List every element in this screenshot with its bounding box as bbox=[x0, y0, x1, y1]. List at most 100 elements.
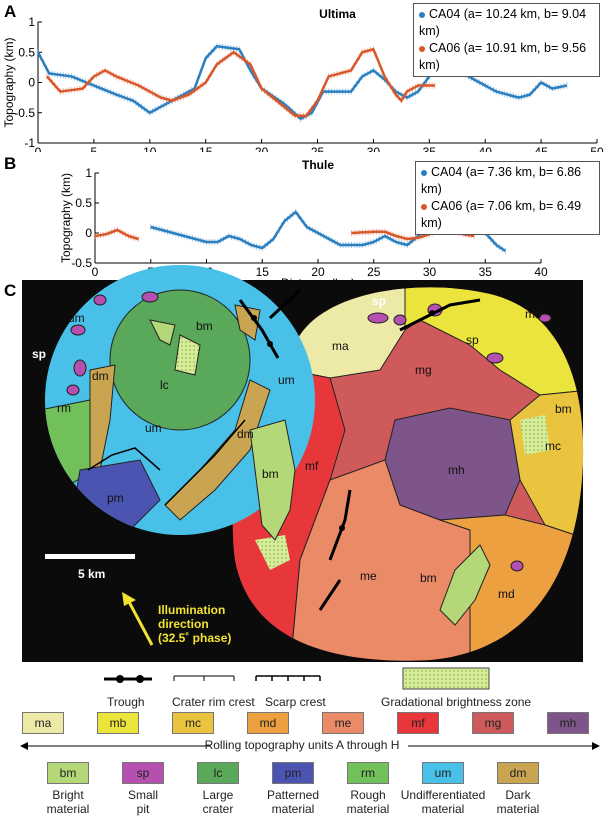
y-tick-label: 0.5 bbox=[18, 45, 35, 59]
swatch-mb: mb bbox=[97, 712, 139, 734]
x-tick-label: 10 bbox=[143, 145, 157, 152]
chart-thule: 051015202530354010.50-0.5ThuleDistance (… bbox=[59, 158, 548, 282]
unit-dm bbox=[164, 379, 271, 521]
map-label: um bbox=[278, 373, 295, 387]
x-tick-label: 30 bbox=[367, 145, 381, 152]
map-label: mb bbox=[525, 307, 542, 321]
illumination-line-1: Illumination bbox=[158, 603, 225, 617]
swatch-ma: ma bbox=[22, 712, 64, 734]
scale-bar bbox=[45, 554, 135, 559]
brightness-zone-symbol-icon bbox=[402, 667, 490, 690]
x-tick-label: 50 bbox=[590, 145, 604, 152]
swatch-mf: mf bbox=[397, 712, 439, 734]
map-label: dm bbox=[92, 369, 109, 383]
swatch-md: md bbox=[247, 712, 289, 734]
scale-label: 5 km bbox=[78, 567, 105, 581]
y-tick-label: 0 bbox=[85, 226, 92, 240]
unit-dm bbox=[234, 304, 261, 341]
swatch-pm: pm bbox=[272, 762, 314, 784]
y-tick-label: 1 bbox=[85, 166, 92, 180]
x-tick-label: 15 bbox=[199, 145, 213, 152]
trough-dots bbox=[251, 310, 435, 531]
legend-thule: CA04 (a= 7.36 km, b= 6.86 km) CA06 (a= 7… bbox=[415, 161, 600, 235]
legend-label: CA04 (a= 7.36 km, b= 6.86 km) bbox=[421, 165, 582, 196]
unit-caption: Undifferentiated bbox=[400, 788, 486, 802]
x-tick-label: 40 bbox=[479, 145, 493, 152]
map-label: me bbox=[360, 569, 377, 583]
swatch-sp: sp bbox=[122, 762, 164, 784]
map-label: dm bbox=[237, 427, 254, 441]
swatch-bm: bm bbox=[47, 762, 89, 784]
swatch-mg: mg bbox=[472, 712, 514, 734]
y-axis-label: Topography (km) bbox=[2, 37, 16, 127]
x-tick-label: 5 bbox=[91, 145, 98, 152]
legend-dot-icon bbox=[419, 11, 425, 18]
x-tick-label: 35 bbox=[479, 265, 493, 279]
x-tick-label: 20 bbox=[311, 265, 325, 279]
legend-crater-rim: Crater rim crest bbox=[172, 695, 255, 709]
illumination-arrow-icon bbox=[126, 599, 154, 646]
unit-caption: material bbox=[46, 802, 90, 816]
y-axis-label: Topography (km) bbox=[59, 173, 73, 263]
swatch-um: um bbox=[422, 762, 464, 784]
arrowhead-icon bbox=[122, 592, 136, 606]
unit-caption: material bbox=[346, 802, 390, 816]
unit-caption: Dark bbox=[505, 788, 531, 802]
scarp-crest-symbol-icon bbox=[255, 675, 321, 681]
series-line bbox=[46, 47, 435, 118]
panel-label-b: B bbox=[4, 154, 17, 173]
x-tick-label: 45 bbox=[534, 145, 548, 152]
map-label: mc bbox=[545, 439, 561, 453]
map-label: bm bbox=[262, 467, 279, 481]
unit-caption: crater bbox=[202, 802, 234, 816]
chart-title: Thule bbox=[302, 158, 334, 172]
swatch-mc: mc bbox=[172, 712, 214, 734]
y-tick-label: -0.5 bbox=[14, 106, 35, 120]
brightness-zone bbox=[174, 334, 201, 376]
series-line bbox=[94, 228, 139, 241]
swatch-mh: mh bbox=[547, 712, 589, 734]
swatch-dm: dm bbox=[497, 762, 539, 784]
legend-entry: CA06 (a= 7.06 km, b= 6.49 km) bbox=[421, 198, 594, 232]
unit-caption: material bbox=[421, 802, 465, 816]
rolling-caption: Rolling topography units A through H bbox=[204, 738, 400, 752]
y-tick-label: -1 bbox=[24, 136, 35, 150]
map-label: mh bbox=[448, 463, 465, 477]
scarp-crest bbox=[87, 447, 161, 471]
x-axis-label: Distance (km) bbox=[281, 276, 355, 282]
unit-caption: Patterned bbox=[266, 788, 320, 802]
map-label: sp bbox=[372, 294, 386, 308]
y-tick-label: 0.5 bbox=[75, 196, 92, 210]
map-label: bm bbox=[196, 319, 213, 333]
legend-label: CA04 (a= 10.24 km, b= 9.04 km) bbox=[419, 7, 587, 38]
map-label: sp bbox=[32, 347, 46, 361]
unit-caption: Large bbox=[202, 788, 234, 802]
unit-caption: material bbox=[271, 802, 315, 816]
x-tick-label: 20 bbox=[255, 145, 269, 152]
unit-caption: material bbox=[496, 802, 540, 816]
legend-entry: CA06 (a= 10.91 km, b= 9.56 km) bbox=[419, 40, 594, 74]
unit-bm bbox=[249, 419, 296, 541]
crater-rim-symbol-icon bbox=[173, 675, 235, 681]
x-tick-label: 30 bbox=[423, 265, 437, 279]
unit-caption: Bright bbox=[52, 788, 84, 802]
panel-label-c: C bbox=[4, 281, 17, 300]
map-labels: um sp bm lc dm rm um pm dm bm um ma mb s… bbox=[32, 294, 572, 601]
x-tick-label: 25 bbox=[367, 265, 381, 279]
swatch-rm: rm bbox=[347, 762, 389, 784]
chart-title: Ultima bbox=[319, 7, 356, 21]
panel-label-a: A bbox=[4, 2, 17, 21]
x-tick-label: 15 bbox=[256, 265, 270, 279]
line-symbols bbox=[104, 667, 490, 690]
unit-caption: Small bbox=[127, 788, 158, 802]
unit-bm bbox=[439, 544, 491, 626]
map-label: sp bbox=[466, 333, 479, 347]
x-tick-label: 0 bbox=[92, 265, 99, 279]
map-label: lc bbox=[160, 378, 169, 392]
legend-dot-icon bbox=[421, 169, 427, 176]
unit-dm bbox=[89, 364, 116, 471]
x-tick-label: 25 bbox=[311, 145, 325, 152]
map-label: ma bbox=[332, 339, 349, 353]
map-label: rm bbox=[57, 401, 71, 415]
y-tick-label: 0 bbox=[28, 76, 35, 90]
